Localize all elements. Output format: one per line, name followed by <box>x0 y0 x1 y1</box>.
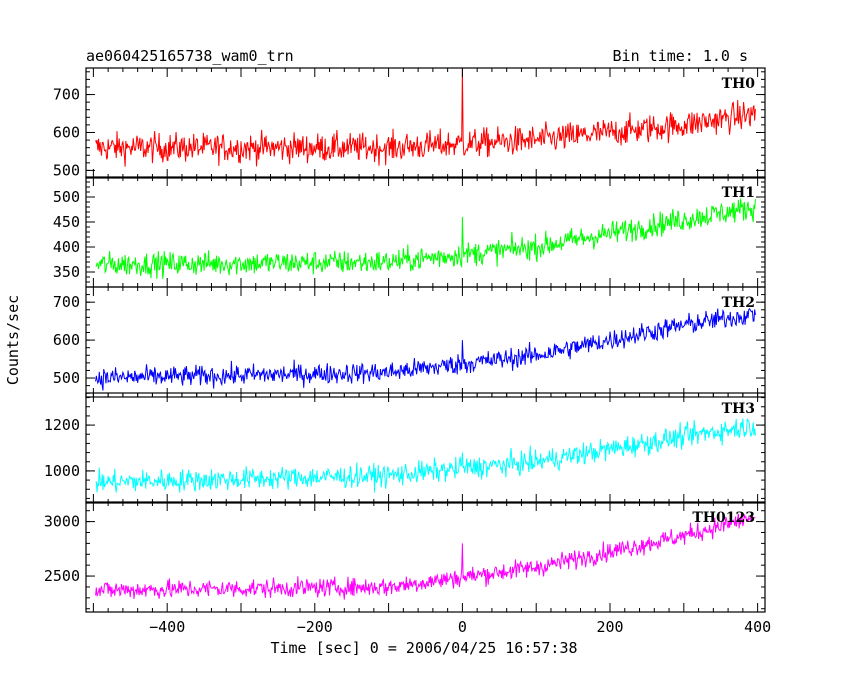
y-tick-label: 500 <box>53 188 80 206</box>
panel-frame <box>85 286 766 398</box>
y-axis-label: Counts/sec <box>4 295 22 385</box>
x-tick-label: 200 <box>596 618 623 636</box>
panel-frame <box>85 501 766 613</box>
panels-group: 500 600 700 TH0 350 400 450 500 TH1 500 600 700 TH2 1… <box>44 67 766 613</box>
x-tick-label: −400 <box>149 618 185 636</box>
y-tick-label: 350 <box>53 263 80 281</box>
x-tick-label: 400 <box>744 618 771 636</box>
chart-title: ae060425165738_wam0_trn <box>86 47 294 65</box>
x-tick-label: −200 <box>297 618 333 636</box>
panel-th1: 350 400 450 500 TH1 <box>53 176 766 288</box>
panel-th0123: 2500 3000 TH0123 <box>44 501 766 613</box>
x-axis-label: Time [sec] 0 = 2006/04/25 16:57:38 <box>270 639 577 657</box>
x-tick-labels: −400 −200 0 200 400 <box>149 618 771 636</box>
panel-label-th2: TH2 <box>722 295 755 311</box>
y-tick-label: 1200 <box>44 416 80 434</box>
y-tick-label: 400 <box>53 238 80 256</box>
y-tick-label: 450 <box>53 213 80 231</box>
y-tick-label: 500 <box>53 369 80 387</box>
panel-th2: 500 600 700 TH2 <box>53 286 766 398</box>
panel-th3: 1000 1200 TH3 <box>44 392 766 504</box>
series-line-th0123 <box>95 513 756 600</box>
bin-time-label: Bin time: 1.0 s <box>613 47 748 65</box>
y-tick-label: 500 <box>53 161 80 179</box>
series-line-th3 <box>95 418 756 493</box>
panel-th0: 500 600 700 TH0 <box>53 67 766 179</box>
panel-label-th0: TH0 <box>722 76 756 92</box>
x-tick-label: 0 <box>458 618 467 636</box>
y-tick-label: 700 <box>53 86 80 104</box>
series-line-th1 <box>95 198 756 279</box>
y-tick-label: 600 <box>53 123 80 141</box>
panel-label-th1: TH1 <box>722 185 755 201</box>
y-tick-label: 700 <box>53 293 80 311</box>
series-line-th2 <box>95 308 756 391</box>
series-line-th0 <box>95 68 756 167</box>
y-tick-label: 2500 <box>44 567 80 585</box>
panel-label-th3: TH3 <box>722 401 755 417</box>
y-tick-label: 3000 <box>44 513 80 531</box>
panel-frame <box>85 392 766 504</box>
y-tick-label: 600 <box>53 331 80 349</box>
panel-label-th0123: TH0123 <box>692 510 755 526</box>
y-tick-label: 1000 <box>44 462 80 480</box>
panel-frame <box>85 67 766 179</box>
